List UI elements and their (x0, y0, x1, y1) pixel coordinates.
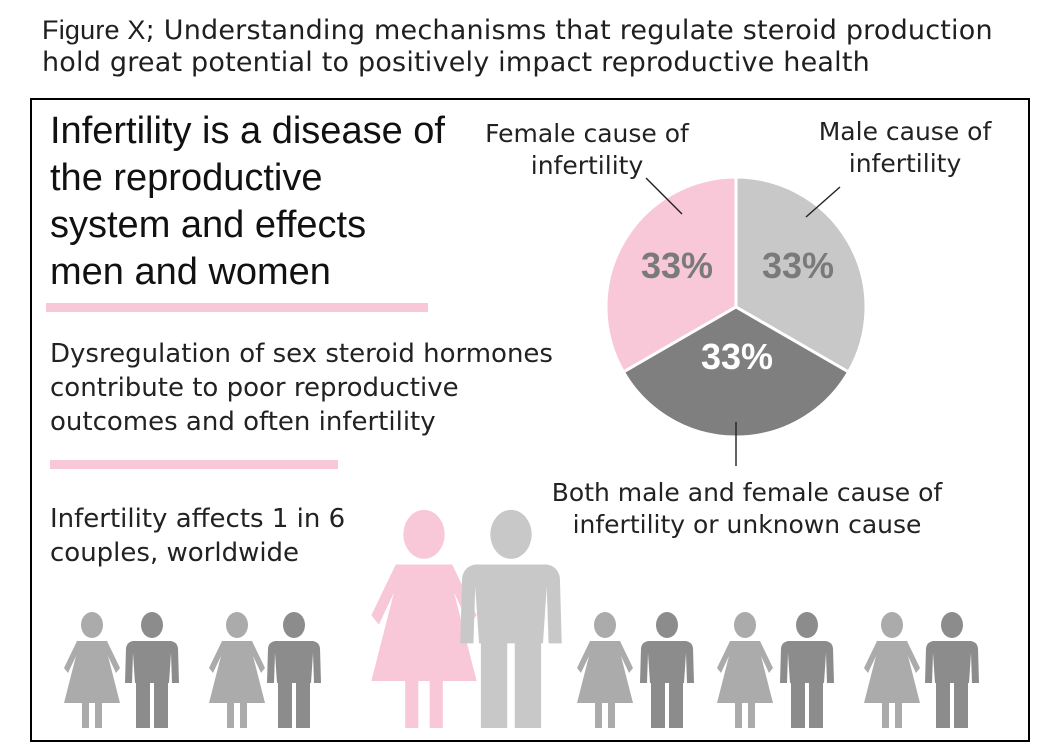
man-figure-icon (925, 612, 979, 728)
infertility-pie-chart: 33% 33% 33% (604, 175, 868, 466)
man-figure-icon (125, 612, 179, 728)
man-figure-icon (460, 509, 562, 728)
woman-figure-icon (209, 612, 265, 728)
panel-heading: Infertility is a disease of the reproduc… (50, 110, 445, 293)
male-cause-label: Male cause of infertility (818, 117, 992, 178)
infographic-panel: Infertility is a disease of the reproduc… (30, 98, 1030, 742)
male-leader-line (805, 186, 841, 218)
pink-divider (46, 303, 428, 312)
pie-slice-female (604, 175, 738, 375)
woman-figure-icon (577, 612, 633, 728)
people-illustration (64, 509, 979, 728)
dysregulation-text: Dysregulation of sex steroid hormones co… (50, 339, 553, 437)
figure-label: Figure X (42, 15, 146, 45)
pie-value-both: 33% (701, 336, 773, 377)
figure-caption-text: ; Understanding mechanisms that regulate… (42, 15, 993, 78)
man-figure-icon (267, 612, 321, 728)
pink-divider (50, 460, 338, 469)
both-cause-label: Both male and female cause of infertilit… (551, 478, 943, 539)
pie-value-male: 33% (762, 245, 834, 286)
woman-figure-icon (864, 612, 920, 728)
pie-value-female: 33% (641, 245, 713, 286)
prevalence-text: Infertility affects 1 in 6 couples, worl… (50, 504, 346, 568)
woman-figure-icon (64, 612, 120, 728)
man-figure-icon (780, 612, 834, 728)
man-figure-icon (640, 612, 694, 728)
figure-caption: Figure X; Understanding mechanisms that … (42, 14, 1042, 79)
female-cause-label: Female cause of infertility (485, 119, 689, 180)
woman-figure-icon (371, 509, 477, 728)
female-leader-line (645, 177, 683, 215)
woman-figure-icon (717, 612, 773, 728)
pie-slice-male (734, 175, 868, 375)
